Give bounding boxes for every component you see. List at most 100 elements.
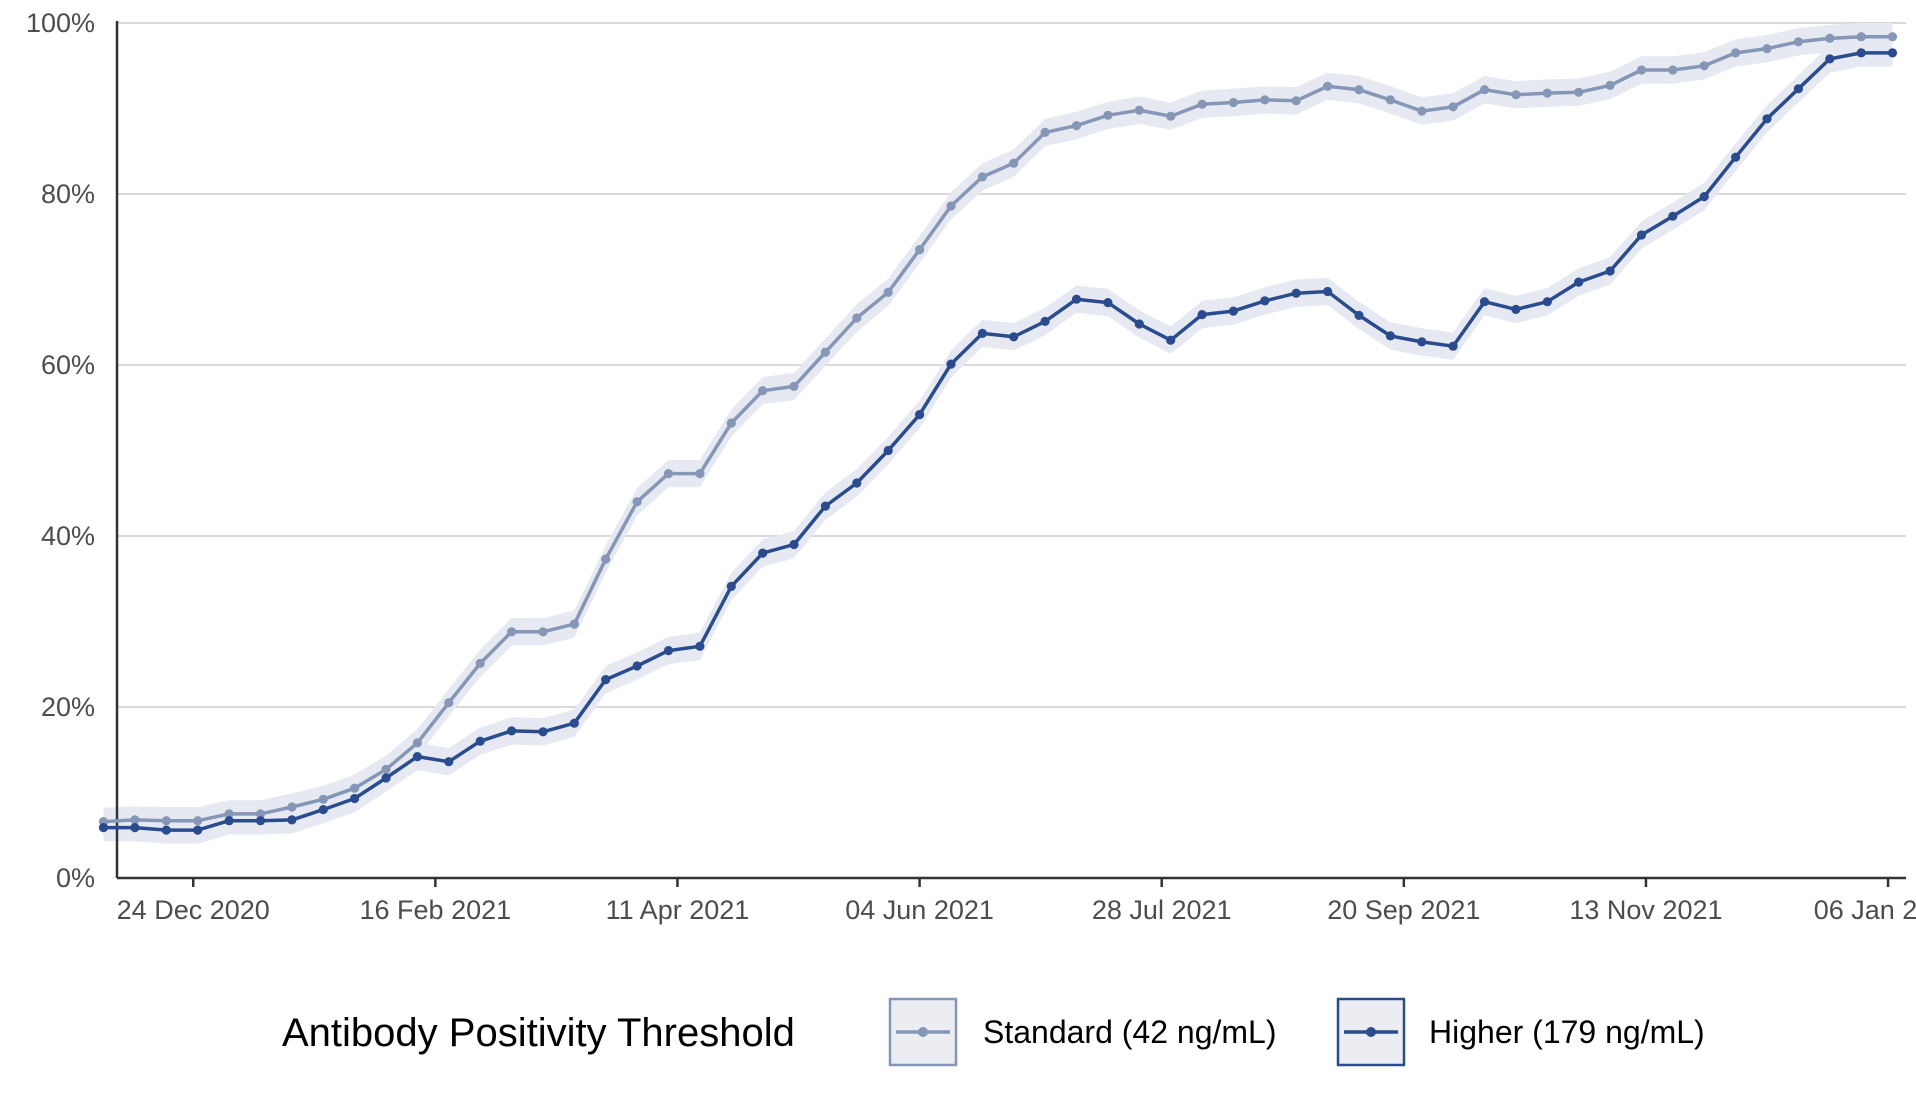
data-point <box>475 658 485 669</box>
data-point <box>1699 192 1709 202</box>
data-point <box>883 445 893 456</box>
data-point <box>255 816 266 826</box>
x-tick-label: 20 Sep 2021 <box>1327 895 1480 925</box>
data-point <box>1636 230 1647 240</box>
data-point <box>1040 316 1050 326</box>
data-point <box>1668 211 1678 221</box>
data-point <box>1354 85 1364 95</box>
data-point <box>161 825 171 835</box>
data-point <box>130 823 140 833</box>
data-point <box>224 809 234 819</box>
data-point <box>1668 65 1678 75</box>
data-point <box>789 381 799 391</box>
data-point <box>1040 127 1050 137</box>
data-point <box>946 359 956 369</box>
data-point <box>1793 84 1803 94</box>
data-point <box>1071 294 1082 304</box>
data-point <box>569 718 579 728</box>
data-point <box>1197 99 1207 109</box>
data-point <box>1417 106 1427 116</box>
data-point <box>1009 158 1019 168</box>
data-point <box>852 478 862 488</box>
data-point <box>538 627 548 637</box>
confidence-bands <box>103 23 1893 844</box>
data-point <box>350 783 360 793</box>
legend: Antibody Positivity Threshold Standard (4… <box>282 997 1705 1067</box>
data-point <box>977 328 988 338</box>
data-point <box>632 497 642 507</box>
data-point <box>381 773 391 783</box>
data-point <box>1323 286 1333 297</box>
data-point <box>318 805 328 815</box>
data-point <box>726 418 736 428</box>
data-point <box>381 764 391 775</box>
data-point <box>601 554 611 564</box>
data-point <box>1731 48 1741 58</box>
x-tick-label: 28 Jul 2021 <box>1092 895 1232 925</box>
data-point <box>758 548 768 558</box>
data-point <box>475 736 485 746</box>
data-point <box>1511 304 1521 314</box>
data-point <box>318 794 328 804</box>
data-point <box>1197 310 1207 320</box>
data-point <box>601 675 611 685</box>
y-tick-label: 80% <box>41 179 95 209</box>
data-point <box>1417 337 1427 347</box>
data-point <box>1228 306 1238 316</box>
data-point <box>663 646 674 656</box>
data-point <box>1699 61 1709 71</box>
data-point <box>1887 32 1898 42</box>
data-point <box>507 726 517 736</box>
data-point <box>852 313 862 323</box>
data-point <box>350 793 360 804</box>
data-point <box>1385 331 1395 341</box>
y-tick-label: 0% <box>56 863 95 893</box>
data-point <box>444 698 454 708</box>
data-point <box>1103 298 1113 308</box>
data-point <box>915 245 925 255</box>
data-point <box>1605 80 1615 90</box>
y-tick-label: 60% <box>41 350 95 380</box>
data-point <box>820 347 831 357</box>
data-point <box>1856 32 1866 42</box>
data-point <box>507 627 517 637</box>
data-point <box>1323 81 1333 91</box>
data-point <box>1825 54 1835 64</box>
series-line <box>103 34 1893 824</box>
data-point <box>695 641 705 651</box>
data-point <box>1825 33 1835 44</box>
legend-key-point <box>1366 1027 1376 1037</box>
data-point <box>412 752 422 762</box>
y-tick-label: 40% <box>41 521 95 551</box>
data-point <box>1103 110 1113 120</box>
data-point <box>915 410 925 420</box>
data-point <box>1071 121 1082 131</box>
data-point <box>1479 297 1490 307</box>
axes: 0% 20% 40% 60% 80% 100% 24 Dec 2020 16 Feb 2021… <box>26 8 1916 925</box>
data-point <box>1762 114 1772 124</box>
legend-title: Antibody Positivity Threshold <box>282 1011 795 1055</box>
data-point <box>1479 85 1490 95</box>
data-point <box>1574 87 1584 97</box>
data-point <box>946 201 956 211</box>
data-point <box>1542 88 1552 98</box>
data-point <box>663 469 674 479</box>
data-point <box>98 823 109 833</box>
legend-key-point <box>918 1027 928 1037</box>
data-point <box>1448 102 1458 112</box>
data-point <box>161 816 171 826</box>
data-point <box>1574 277 1584 287</box>
data-point <box>412 738 422 748</box>
data-point <box>1793 37 1803 47</box>
data-point <box>1762 44 1772 54</box>
data-point <box>287 802 297 812</box>
x-tick-label: 24 Dec 2020 <box>117 895 270 925</box>
data-point <box>632 661 642 671</box>
data-point <box>1134 105 1144 115</box>
x-tick-label: 16 Feb 2021 <box>360 895 512 925</box>
data-point <box>1166 335 1176 345</box>
data-point <box>1166 111 1176 121</box>
data-point <box>820 501 831 511</box>
